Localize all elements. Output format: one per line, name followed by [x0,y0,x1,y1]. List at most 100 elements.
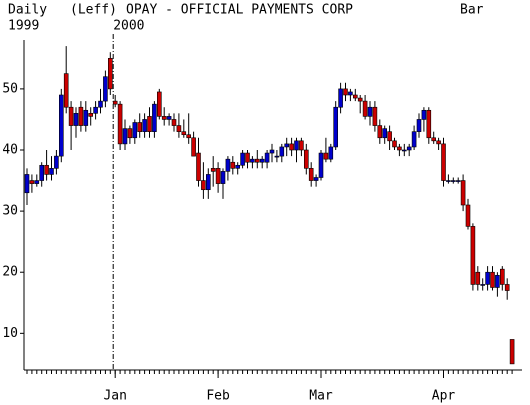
candle-body [78,106,84,126]
candle-body [196,152,201,181]
year-label: 1999 [8,19,39,34]
candle-body [509,339,515,365]
candle-body [392,140,397,148]
y-tick-label: 20 [2,265,18,280]
candle-body [411,131,417,148]
candle-body [289,143,294,151]
candle-body [294,140,299,151]
candle-body [171,119,177,126]
year-label: 2000 [113,19,144,34]
candle-body [397,146,402,151]
x-tick-label: Mar [309,389,333,404]
candle-body [470,226,476,285]
candle-body [436,140,441,145]
candle-body [191,137,196,157]
candle-body [63,73,69,108]
candle-body [259,158,265,163]
candle-body [54,155,59,169]
candle-body [318,152,324,178]
candle-body [250,158,255,163]
candle-body [338,88,343,108]
candle-body [421,109,427,120]
candle-body [416,119,422,132]
candle-body [68,106,74,126]
x-tick-label: Feb [206,389,230,404]
candle-body [450,180,456,182]
candle-body [480,284,486,286]
candle-body [201,180,206,191]
candle-body [147,116,152,132]
candle-body [176,125,182,132]
candle-body [328,146,334,160]
candle-body [29,180,35,184]
candle-body [34,180,40,184]
candle-body [431,137,437,142]
candle-body [441,143,446,181]
candle-body [235,164,240,169]
candle-body [352,94,358,99]
candle-body [343,88,348,96]
candle-body [274,155,280,158]
candle-body [44,164,49,175]
candle-body [455,180,461,182]
style-label: Bar [460,3,484,18]
y-tick-label: 30 [2,204,18,219]
candle-body [245,152,250,163]
candle-body [499,268,505,285]
candle-body [88,113,93,117]
candle-body [495,274,500,288]
candle-body [323,152,329,160]
candle-body [406,146,412,151]
candle-body [132,122,138,139]
candle-body [357,97,363,102]
chart-title: OPAY - OFFICIAL PAYMENTS CORP [126,3,353,18]
y-tick-label: 40 [2,143,18,158]
period-label: Daily [8,3,47,18]
candle-body [122,128,128,145]
candle-body [460,180,466,206]
candle-body [264,152,270,163]
candle-body [401,149,407,152]
candle-body [181,131,187,136]
candle-body [206,174,211,191]
candle-body [362,100,368,117]
candle-body [255,158,260,163]
candle-body [210,168,216,172]
x-tick-label: Jan [103,389,126,404]
candle-body [426,109,432,139]
candle-body [93,106,98,114]
candle-body [108,58,113,90]
candle-body [127,128,133,139]
candle-body [284,143,290,148]
y-tick-label: 50 [2,81,18,96]
candle-body [490,271,495,288]
candle-body [73,113,79,126]
candle-body [303,149,309,169]
candle-body [83,109,89,126]
candle-body [103,76,108,102]
candle-body [465,204,471,227]
candle-body [382,128,388,139]
candle-body [225,158,231,172]
candle-body [230,161,236,169]
candle-body [333,106,339,148]
candle-body [269,149,275,154]
candle-body [117,103,123,145]
candle-body [387,131,392,142]
candle-body [220,171,226,184]
candle-body [157,91,162,117]
candle-body [308,168,314,181]
candle-body [504,284,510,291]
candle-body [367,106,373,117]
candle-body [215,168,221,184]
candle-body [39,164,45,181]
candle-body [98,100,103,108]
candle-body [377,125,383,139]
candle-body [348,91,353,96]
candle-body [279,146,285,157]
candle-body [475,271,481,285]
candle-body [137,122,142,132]
candle-body [446,180,451,182]
candle-body [49,168,54,175]
